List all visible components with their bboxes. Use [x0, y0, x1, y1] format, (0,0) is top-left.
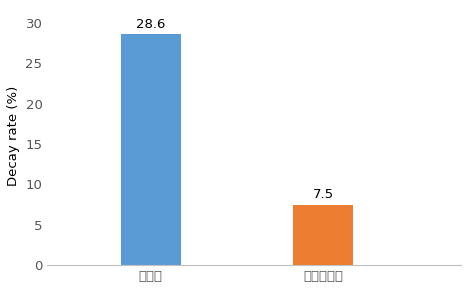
- Text: 28.6: 28.6: [136, 18, 166, 31]
- Y-axis label: Decay rate (%): Decay rate (%): [7, 86, 20, 186]
- Bar: [293, 205, 353, 265]
- Bar: [121, 35, 181, 265]
- Text: 7.5: 7.5: [313, 188, 334, 202]
